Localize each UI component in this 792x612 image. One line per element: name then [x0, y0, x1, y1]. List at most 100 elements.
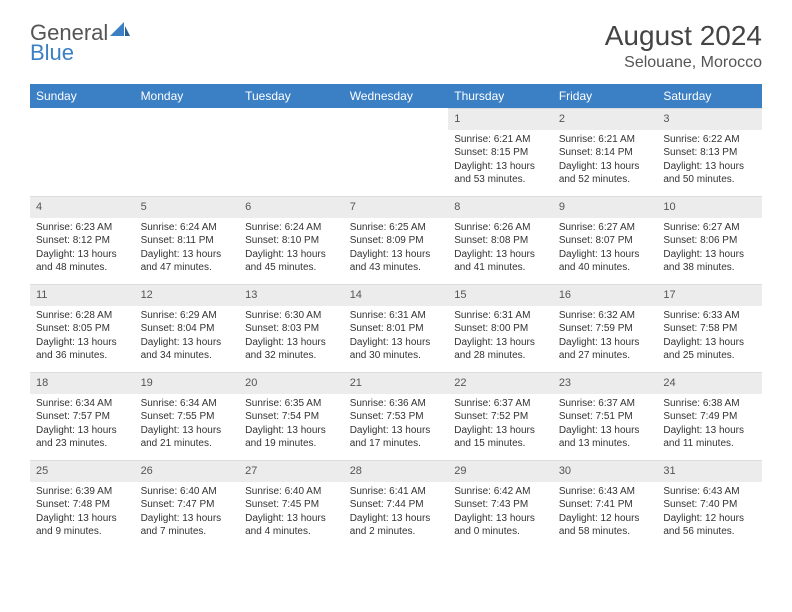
sunrise-text: Sunrise: 6:40 AM [141, 485, 234, 499]
sunset-text: Sunset: 8:05 PM [36, 322, 129, 336]
day-content: Sunrise: 6:41 AMSunset: 7:44 PMDaylight:… [344, 482, 449, 543]
sunset-text: Sunset: 8:08 PM [454, 234, 547, 248]
sunrise-text: Sunrise: 6:22 AM [663, 133, 756, 147]
calendar-day-cell [239, 108, 344, 196]
sunrise-text: Sunrise: 6:39 AM [36, 485, 129, 499]
sunrise-text: Sunrise: 6:37 AM [454, 397, 547, 411]
daylight-text: Daylight: 12 hours and 56 minutes. [663, 512, 756, 539]
sunset-text: Sunset: 8:07 PM [559, 234, 652, 248]
calendar-day-cell: 19Sunrise: 6:34 AMSunset: 7:55 PMDayligh… [135, 372, 240, 460]
sunrise-text: Sunrise: 6:21 AM [559, 133, 652, 147]
day-number: 21 [344, 372, 449, 394]
calendar-day-cell: 23Sunrise: 6:37 AMSunset: 7:51 PMDayligh… [553, 372, 658, 460]
daylight-text: Daylight: 13 hours and 48 minutes. [36, 248, 129, 275]
sunset-text: Sunset: 8:06 PM [663, 234, 756, 248]
calendar-day-cell: 24Sunrise: 6:38 AMSunset: 7:49 PMDayligh… [657, 372, 762, 460]
daylight-text: Daylight: 13 hours and 38 minutes. [663, 248, 756, 275]
day-number: 25 [30, 460, 135, 482]
day-number: 1 [448, 108, 553, 130]
day-content: Sunrise: 6:31 AMSunset: 8:01 PMDaylight:… [344, 306, 449, 367]
daylight-text: Daylight: 13 hours and 13 minutes. [559, 424, 652, 451]
sunset-text: Sunset: 8:15 PM [454, 146, 547, 160]
daylight-text: Daylight: 13 hours and 27 minutes. [559, 336, 652, 363]
day-number: 19 [135, 372, 240, 394]
day-content: Sunrise: 6:35 AMSunset: 7:54 PMDaylight:… [239, 394, 344, 455]
sunrise-text: Sunrise: 6:40 AM [245, 485, 338, 499]
sunrise-text: Sunrise: 6:23 AM [36, 221, 129, 235]
day-number: 23 [553, 372, 658, 394]
weekday-header: Friday [553, 84, 658, 108]
calendar-day-cell: 2Sunrise: 6:21 AMSunset: 8:14 PMDaylight… [553, 108, 658, 196]
daylight-text: Daylight: 13 hours and 23 minutes. [36, 424, 129, 451]
daylight-text: Daylight: 13 hours and 7 minutes. [141, 512, 234, 539]
sunset-text: Sunset: 7:54 PM [245, 410, 338, 424]
sunset-text: Sunset: 7:44 PM [350, 498, 443, 512]
day-content: Sunrise: 6:31 AMSunset: 8:00 PMDaylight:… [448, 306, 553, 367]
day-content: Sunrise: 6:43 AMSunset: 7:40 PMDaylight:… [657, 482, 762, 543]
sunset-text: Sunset: 7:43 PM [454, 498, 547, 512]
sunrise-text: Sunrise: 6:32 AM [559, 309, 652, 323]
day-content: Sunrise: 6:33 AMSunset: 7:58 PMDaylight:… [657, 306, 762, 367]
calendar-day-cell: 10Sunrise: 6:27 AMSunset: 8:06 PMDayligh… [657, 196, 762, 284]
day-number: 5 [135, 196, 240, 218]
sunset-text: Sunset: 7:55 PM [141, 410, 234, 424]
sunrise-text: Sunrise: 6:25 AM [350, 221, 443, 235]
day-number: 28 [344, 460, 449, 482]
weekday-header: Saturday [657, 84, 762, 108]
day-number: 3 [657, 108, 762, 130]
sunrise-text: Sunrise: 6:42 AM [454, 485, 547, 499]
weekday-header: Wednesday [344, 84, 449, 108]
calendar-day-cell: 17Sunrise: 6:33 AMSunset: 7:58 PMDayligh… [657, 284, 762, 372]
brand-word2: Blue [30, 40, 74, 65]
sunrise-text: Sunrise: 6:27 AM [663, 221, 756, 235]
sunset-text: Sunset: 7:53 PM [350, 410, 443, 424]
sunrise-text: Sunrise: 6:21 AM [454, 133, 547, 147]
calendar-week-row: 25Sunrise: 6:39 AMSunset: 7:48 PMDayligh… [30, 460, 762, 548]
sunrise-text: Sunrise: 6:35 AM [245, 397, 338, 411]
day-number: 13 [239, 284, 344, 306]
calendar-day-cell: 6Sunrise: 6:24 AMSunset: 8:10 PMDaylight… [239, 196, 344, 284]
sunrise-text: Sunrise: 6:29 AM [141, 309, 234, 323]
sunrise-text: Sunrise: 6:28 AM [36, 309, 129, 323]
brand-sail-icon [110, 22, 130, 36]
daylight-text: Daylight: 13 hours and 17 minutes. [350, 424, 443, 451]
calendar-day-cell: 29Sunrise: 6:42 AMSunset: 7:43 PMDayligh… [448, 460, 553, 548]
sunrise-text: Sunrise: 6:43 AM [663, 485, 756, 499]
day-number: 17 [657, 284, 762, 306]
title-block: August 2024 Selouane, Morocco [605, 20, 762, 72]
day-content: Sunrise: 6:37 AMSunset: 7:52 PMDaylight:… [448, 394, 553, 455]
day-content: Sunrise: 6:21 AMSunset: 8:14 PMDaylight:… [553, 130, 658, 191]
day-number: 8 [448, 196, 553, 218]
day-content: Sunrise: 6:25 AMSunset: 8:09 PMDaylight:… [344, 218, 449, 279]
sunset-text: Sunset: 7:52 PM [454, 410, 547, 424]
sunset-text: Sunset: 7:58 PM [663, 322, 756, 336]
calendar-day-cell: 4Sunrise: 6:23 AMSunset: 8:12 PMDaylight… [30, 196, 135, 284]
daylight-text: Daylight: 13 hours and 36 minutes. [36, 336, 129, 363]
daylight-text: Daylight: 13 hours and 25 minutes. [663, 336, 756, 363]
daylight-text: Daylight: 13 hours and 4 minutes. [245, 512, 338, 539]
sunset-text: Sunset: 7:47 PM [141, 498, 234, 512]
calendar-day-cell: 28Sunrise: 6:41 AMSunset: 7:44 PMDayligh… [344, 460, 449, 548]
calendar-day-cell: 9Sunrise: 6:27 AMSunset: 8:07 PMDaylight… [553, 196, 658, 284]
day-content: Sunrise: 6:24 AMSunset: 8:11 PMDaylight:… [135, 218, 240, 279]
sunset-text: Sunset: 8:11 PM [141, 234, 234, 248]
sunset-text: Sunset: 8:04 PM [141, 322, 234, 336]
calendar-day-cell: 31Sunrise: 6:43 AMSunset: 7:40 PMDayligh… [657, 460, 762, 548]
day-content: Sunrise: 6:26 AMSunset: 8:08 PMDaylight:… [448, 218, 553, 279]
sunrise-text: Sunrise: 6:33 AM [663, 309, 756, 323]
day-content: Sunrise: 6:29 AMSunset: 8:04 PMDaylight:… [135, 306, 240, 367]
daylight-text: Daylight: 13 hours and 28 minutes. [454, 336, 547, 363]
daylight-text: Daylight: 13 hours and 19 minutes. [245, 424, 338, 451]
calendar-day-cell: 25Sunrise: 6:39 AMSunset: 7:48 PMDayligh… [30, 460, 135, 548]
sunset-text: Sunset: 7:41 PM [559, 498, 652, 512]
day-content: Sunrise: 6:42 AMSunset: 7:43 PMDaylight:… [448, 482, 553, 543]
day-content: Sunrise: 6:34 AMSunset: 7:57 PMDaylight:… [30, 394, 135, 455]
day-number: 22 [448, 372, 553, 394]
calendar-week-row: 11Sunrise: 6:28 AMSunset: 8:05 PMDayligh… [30, 284, 762, 372]
day-number: 27 [239, 460, 344, 482]
day-content: Sunrise: 6:27 AMSunset: 8:06 PMDaylight:… [657, 218, 762, 279]
calendar-day-cell: 21Sunrise: 6:36 AMSunset: 7:53 PMDayligh… [344, 372, 449, 460]
daylight-text: Daylight: 13 hours and 52 minutes. [559, 160, 652, 187]
sunrise-text: Sunrise: 6:41 AM [350, 485, 443, 499]
day-number: 30 [553, 460, 658, 482]
